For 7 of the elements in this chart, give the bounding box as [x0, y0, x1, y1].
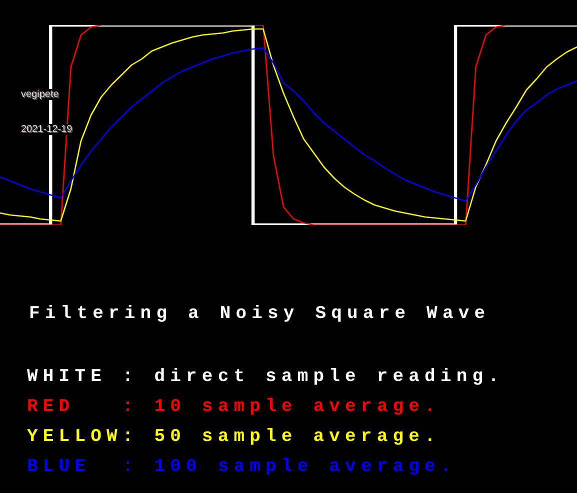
- text: BLUE : 100 sample average.: [27, 456, 458, 479]
- text: RED : 10 sample average.: [27, 396, 442, 419]
- text: YELLOW: 50 sample average.: [27, 426, 442, 449]
- text: WHITE : direct sample reading.: [27, 366, 504, 389]
- text: Filtering a Noisy Square Wave: [29, 304, 490, 324]
- annotation: 2021-12-19: [20, 124, 74, 135]
- annotation: vegipete: [20, 89, 60, 100]
